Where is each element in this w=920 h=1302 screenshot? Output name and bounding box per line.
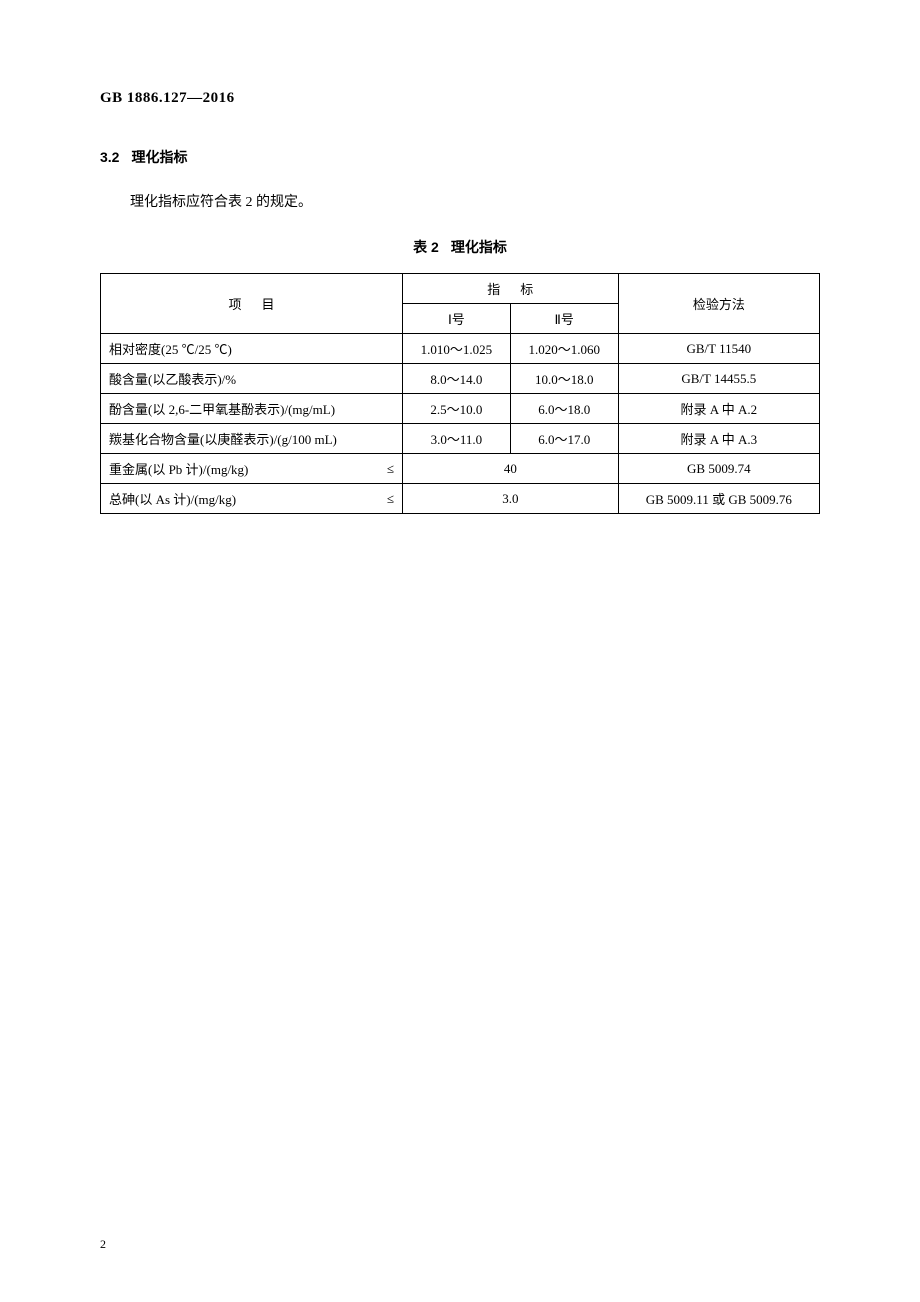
table-row: 重金属(以 Pb 计)/(mg/kg)≤40GB 5009.74 (101, 454, 820, 484)
spec-table: 项目 指标 检验方法 Ⅰ号 Ⅱ号 相对密度(25 ℃/25 ℃)1.010～1.… (100, 273, 820, 514)
cell-spec2: 1.020～1.060 (510, 334, 618, 364)
body-paragraph: 理化指标应符合表 2 的规定。 (130, 191, 820, 211)
table-row: 总砷(以 As 计)/(mg/kg)≤3.0GB 5009.11 或 GB 50… (101, 484, 820, 514)
cell-spec-merged: 3.0 (402, 484, 618, 514)
col-header-specgroup: 指标 (402, 274, 618, 304)
cell-item: 羰基化合物含量(以庚醛表示)/(g/100 mL) (101, 424, 403, 454)
cell-spec1: 1.010～1.025 (402, 334, 510, 364)
col-header-spec2: Ⅱ号 (510, 304, 618, 334)
section-header: 3.2 理化指标 (100, 147, 820, 167)
col-header-method: 检验方法 (618, 274, 819, 334)
cell-item: 重金属(以 Pb 计)/(mg/kg)≤ (101, 454, 403, 484)
page-number: 2 (100, 1237, 106, 1252)
cell-item: 酸含量(以乙酸表示)/% (101, 364, 403, 394)
cell-spec2: 10.0～18.0 (510, 364, 618, 394)
cell-spec-merged: 40 (402, 454, 618, 484)
table-row: 酸含量(以乙酸表示)/%8.0～14.010.0～18.0GB/T 14455.… (101, 364, 820, 394)
cell-item: 总砷(以 As 计)/(mg/kg)≤ (101, 484, 403, 514)
table-caption: 表 2 理化指标 (100, 237, 820, 257)
cell-spec1: 2.5～10.0 (402, 394, 510, 424)
document-code: GB 1886.127—2016 (100, 90, 820, 107)
cell-method: GB/T 11540 (618, 334, 819, 364)
cell-method: GB 5009.11 或 GB 5009.76 (618, 484, 819, 514)
cell-method: GB 5009.74 (618, 454, 819, 484)
cell-spec2: 6.0～17.0 (510, 424, 618, 454)
table-header: 项目 指标 检验方法 Ⅰ号 Ⅱ号 (101, 274, 820, 334)
table-body: 相对密度(25 ℃/25 ℃)1.010～1.0251.020～1.060GB/… (101, 334, 820, 514)
cell-spec2: 6.0～18.0 (510, 394, 618, 424)
table-caption-title: 理化指标 (451, 239, 507, 255)
cell-method: 附录 A 中 A.3 (618, 424, 819, 454)
cell-method: 附录 A 中 A.2 (618, 394, 819, 424)
table-row: 羰基化合物含量(以庚醛表示)/(g/100 mL)3.0～11.06.0～17.… (101, 424, 820, 454)
cell-method: GB/T 14455.5 (618, 364, 819, 394)
col-header-spec1: Ⅰ号 (402, 304, 510, 334)
section-title: 理化指标 (131, 149, 187, 165)
cell-spec1: 3.0～11.0 (402, 424, 510, 454)
cell-item: 相对密度(25 ℃/25 ℃) (101, 334, 403, 364)
col-header-item: 项目 (101, 274, 403, 334)
cell-spec1: 8.0～14.0 (402, 364, 510, 394)
table-row: 酚含量(以 2,6-二甲氧基酚表示)/(mg/mL)2.5～10.06.0～18… (101, 394, 820, 424)
cell-item: 酚含量(以 2,6-二甲氧基酚表示)/(mg/mL) (101, 394, 403, 424)
table-row: 相对密度(25 ℃/25 ℃)1.010～1.0251.020～1.060GB/… (101, 334, 820, 364)
section-number: 3.2 (100, 149, 119, 165)
table-caption-number: 表 2 (413, 239, 439, 255)
